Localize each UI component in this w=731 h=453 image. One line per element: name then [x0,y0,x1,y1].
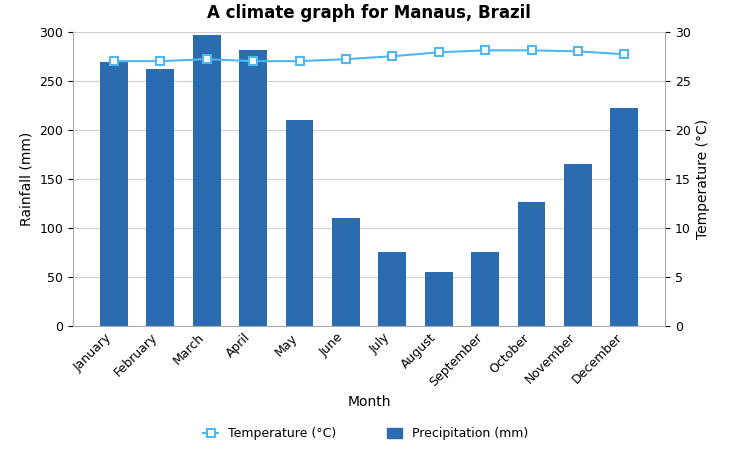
Bar [332,218,360,326]
Title: A climate graph for Manaus, Brazil: A climate graph for Manaus, Brazil [207,4,531,22]
Bar [100,62,128,326]
Bar [286,120,314,326]
Legend: Temperature (°C), Precipitation (mm): Temperature (°C), Precipitation (mm) [197,421,534,447]
Bar [193,35,221,326]
Bar [610,108,638,326]
Bar [146,69,174,326]
Y-axis label: Rainfall (mm): Rainfall (mm) [20,132,34,226]
Bar [379,251,406,326]
Bar [471,251,499,326]
Bar [425,272,452,326]
Y-axis label: Temperature (°C): Temperature (°C) [697,119,711,239]
Bar [564,164,592,326]
Bar [239,50,267,326]
Bar [518,202,545,326]
X-axis label: Month: Month [347,395,391,409]
